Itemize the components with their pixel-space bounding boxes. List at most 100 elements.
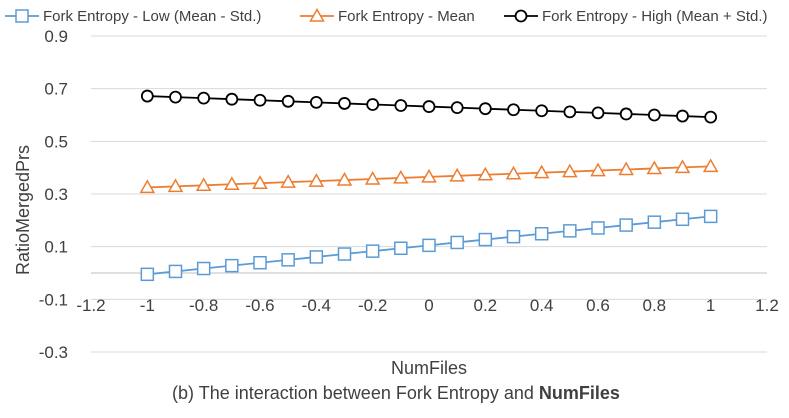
data-point	[224, 176, 240, 191]
legend-item: Fork Entropy - Mean	[300, 7, 475, 25]
data-point	[563, 105, 577, 119]
data-point	[450, 235, 464, 250]
data-point	[534, 227, 549, 241]
legend-label: Fork Entropy - Low (Mean - Std.)	[43, 8, 261, 25]
legend: Fork Entropy - Low (Mean - Std.) Fork Ent…	[5, 7, 768, 25]
data-point	[394, 241, 408, 255]
data-point	[366, 98, 380, 111]
legend-marker	[514, 9, 528, 23]
data-point	[281, 94, 295, 108]
data-point	[590, 162, 606, 177]
data-point	[309, 95, 323, 109]
x-tick-label: -0.6	[245, 296, 274, 315]
y-tick-label: 0.5	[44, 132, 68, 151]
data-point	[308, 173, 325, 187]
data-point	[591, 221, 605, 235]
data-point	[535, 104, 549, 118]
caption-bold-text: NumFiles	[539, 383, 620, 403]
x-tick-label: 0.2	[474, 296, 498, 315]
data-point	[533, 164, 550, 179]
data-point	[702, 158, 719, 173]
data-point	[647, 108, 661, 122]
data-point	[506, 229, 521, 244]
series-2	[139, 158, 719, 194]
data-point	[196, 261, 211, 276]
data-point	[422, 100, 436, 113]
data-point	[591, 106, 605, 120]
data-point	[450, 101, 464, 115]
data-point	[619, 107, 633, 121]
data-point	[646, 160, 663, 175]
legend-item: Fork Entropy - Low (Mean - Std.)	[5, 8, 261, 25]
x-tick-label: -0.8	[189, 296, 218, 315]
data-point	[505, 165, 522, 180]
y-tick-label: -0.1	[39, 290, 68, 309]
data-point	[703, 209, 718, 224]
data-point	[674, 159, 691, 174]
data-point	[507, 103, 520, 117]
legend-marker	[15, 9, 29, 23]
y-tick-label: 0.7	[44, 80, 68, 99]
x-tick-label: -0.4	[302, 296, 331, 315]
y-axis: 0.9 0.7 0.5 0.3 0.1 -0.1 -0.3	[39, 27, 68, 362]
data-point	[619, 218, 633, 232]
data-point	[197, 91, 211, 105]
data-point	[195, 177, 212, 192]
legend-item: Fork Entropy - High (Mean + Std.)	[504, 8, 768, 25]
data-point	[449, 167, 465, 182]
data-point	[704, 110, 718, 124]
y-tick-label: 0.1	[44, 238, 68, 257]
data-point	[338, 97, 351, 110]
data-point	[140, 267, 155, 282]
data-point	[421, 168, 437, 183]
x-tick-label: 0.6	[586, 296, 610, 315]
data-point	[309, 250, 324, 264]
x-tick-label: 0	[424, 296, 433, 315]
data-point	[337, 247, 352, 261]
y-tick-label: -0.3	[39, 343, 68, 362]
data-point	[253, 255, 267, 270]
y-axis-title: RatioMergedPrs	[13, 145, 33, 275]
data-point	[167, 178, 184, 193]
data-point	[225, 92, 239, 106]
series-1	[140, 209, 718, 282]
data-point	[647, 215, 662, 229]
legend-marker	[309, 7, 325, 22]
data-point	[478, 102, 492, 116]
series-3	[140, 89, 718, 124]
x-axis: -1.2 -1 -0.8 -0.6 -0.4 -0.2 0 0.2 0.4 0.6 0.8 1 1.2	[76, 296, 778, 315]
data-point	[336, 172, 353, 186]
x-axis-title: NumFiles	[391, 358, 467, 378]
data-point	[478, 232, 493, 247]
series-group	[139, 89, 719, 282]
x-tick-label: -1	[140, 296, 155, 315]
data-point	[280, 174, 296, 188]
data-point	[225, 258, 239, 273]
data-point	[676, 109, 689, 123]
data-point	[675, 212, 690, 227]
data-point	[562, 163, 578, 178]
legend-label: Fork Entropy - High (Mean + Std.)	[542, 8, 768, 25]
data-point	[393, 169, 409, 184]
x-tick-label: -1.2	[76, 296, 105, 315]
legend-label: Fork Entropy - Mean	[338, 8, 475, 25]
x-tick-label: 1	[706, 296, 715, 315]
x-tick-label: -0.2	[358, 296, 387, 315]
x-tick-label: 0.4	[530, 296, 554, 315]
x-tick-label: 0.8	[643, 296, 667, 315]
x-tick-label: 1.2	[755, 296, 779, 315]
caption-text: (b) The interaction between Fork Entropy…	[172, 383, 539, 403]
data-point	[168, 264, 183, 279]
data-point	[140, 89, 154, 103]
chart-caption: (b) The interaction between Fork Entropy…	[172, 383, 620, 403]
y-tick-label: 0.3	[44, 185, 68, 204]
data-point	[618, 161, 634, 176]
data-point	[563, 224, 577, 238]
data-point	[394, 99, 408, 112]
data-point	[477, 166, 494, 181]
data-point	[169, 90, 182, 104]
y-tick-label: 0.9	[44, 27, 68, 46]
data-point	[364, 170, 381, 185]
data-point	[281, 253, 295, 267]
